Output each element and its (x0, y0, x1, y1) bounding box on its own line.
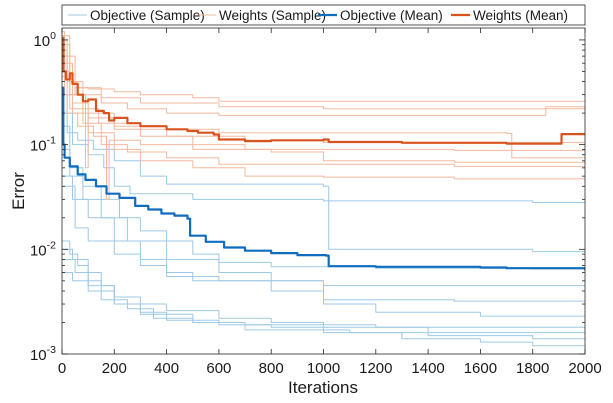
sample-series-line (62, 148, 585, 319)
x-tick-label: 1600 (464, 360, 497, 377)
sample-series-line (62, 94, 585, 253)
y-tick-label: 10-2 (30, 239, 56, 259)
x-tick-label: 2000 (568, 360, 601, 377)
sample-series-line (62, 49, 585, 200)
x-tick-label: 400 (154, 360, 179, 377)
x-tick-label: 800 (259, 360, 284, 377)
x-tick-label: 200 (102, 360, 127, 377)
sample-series-group (62, 31, 585, 347)
sample-series-line (62, 248, 585, 330)
sample-series-line (62, 75, 585, 181)
x-tick-label: 1800 (516, 360, 549, 377)
mean-series-line (62, 86, 585, 271)
sample-series-line (62, 185, 585, 302)
y-axis-label: Error (9, 172, 28, 210)
y-tick-label: 10-1 (30, 135, 56, 155)
sample-series-line (62, 35, 585, 111)
x-tick-label: 0 (58, 360, 66, 377)
x-tick-label: 1000 (307, 360, 340, 377)
sample-series-line (62, 70, 585, 168)
x-axis-label: Iterations (288, 378, 358, 397)
legend-label: Weights (Sample) (219, 8, 326, 23)
sample-series-line (62, 62, 585, 159)
legend-label: Weights (Mean) (473, 8, 568, 23)
legend-label: Objective (Mean) (340, 8, 443, 23)
x-tick-label: 1400 (411, 360, 444, 377)
legend: Objective (Sample) Weights (Sample) Object… (61, 4, 586, 26)
sample-series-line (62, 175, 585, 288)
legend-label: Objective (Sample) (90, 8, 205, 23)
mean-series-group (62, 36, 585, 271)
y-tick-label: 100 (33, 30, 56, 50)
sample-series-line (62, 272, 585, 347)
y-tick-label: 10-3 (30, 344, 56, 364)
sample-series-line (62, 39, 585, 116)
x-tick-label: 1200 (359, 360, 392, 377)
mean-series-line (62, 36, 585, 145)
axes: 0 200 400 600 800 1000 1200 1400 1600 1800 2000 10-… (30, 27, 602, 377)
sample-series-line (62, 31, 585, 102)
x-tick-label: 600 (206, 360, 231, 377)
